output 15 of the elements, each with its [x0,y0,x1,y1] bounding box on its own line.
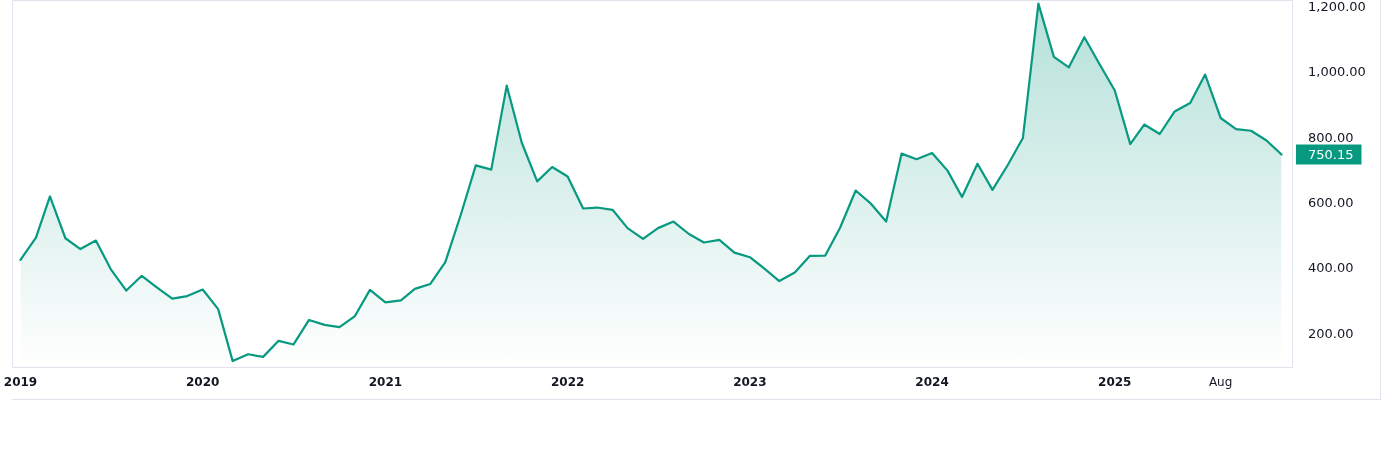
y-tick-label: 1,000.00 [1308,64,1366,80]
y-tick-label: 600.00 [1308,194,1354,210]
x-tick-label: 2021 [368,375,403,390]
y-tick-label: 800.00 [1308,129,1354,145]
y-tick-label: 400.00 [1308,260,1354,276]
x-tick-label: 2023 [733,375,767,390]
x-tick-label: 2022 [550,375,585,390]
annotation: 750.15 [1308,146,1354,162]
x-tick-label: 2025 [1098,375,1132,390]
x-tick-label: Aug [1208,375,1233,390]
x-tick-label: 2024 [915,375,949,390]
y-tick-label: 1,200.00 [1308,0,1366,14]
x-tick-label: 2019 [3,375,38,390]
x-tick-label: 2020 [186,375,220,390]
y-tick-label: 200.00 [1308,325,1354,341]
